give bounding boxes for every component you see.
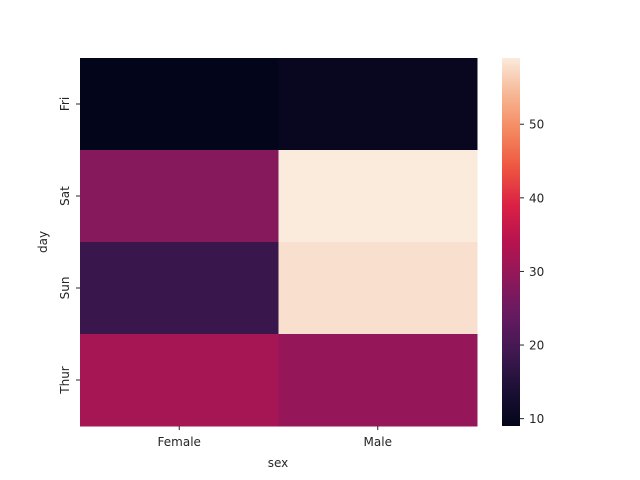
colorbar-tick-label: 50 (529, 118, 544, 132)
colorbar-tick-label: 40 (529, 191, 544, 205)
y-tick-label: Sun (58, 277, 72, 300)
colorbar (502, 58, 520, 426)
heatmap-cell (278, 242, 478, 335)
y-tick-label: Fri (58, 97, 72, 111)
colorbar-tick-label: 20 (529, 339, 544, 353)
y-tick-label: Sat (58, 186, 72, 206)
heatmap-cell (80, 334, 279, 427)
x-axis-label: sex (268, 456, 289, 470)
y-axis-ticks: Fri Sat Sun Thur (58, 97, 80, 395)
x-tick-label: Male (364, 435, 392, 449)
x-tick-label: Female (158, 435, 201, 449)
colorbar-tick-label: 10 (529, 412, 544, 426)
heatmap-cell (278, 334, 478, 427)
heatmap-cell (80, 242, 279, 335)
heatmap-cells (80, 58, 478, 427)
heatmap-cell (278, 58, 478, 151)
y-tick-label: Thur (58, 366, 72, 395)
y-axis-label: day (36, 231, 50, 253)
colorbar-tick-label: 30 (529, 265, 544, 279)
heatmap-cell (80, 58, 279, 151)
colorbar-ticks: 10 20 30 40 50 (520, 118, 544, 426)
heatmap-cell (278, 150, 478, 243)
x-axis-ticks: Female Male (158, 426, 392, 449)
heatmap-cell (80, 150, 279, 243)
